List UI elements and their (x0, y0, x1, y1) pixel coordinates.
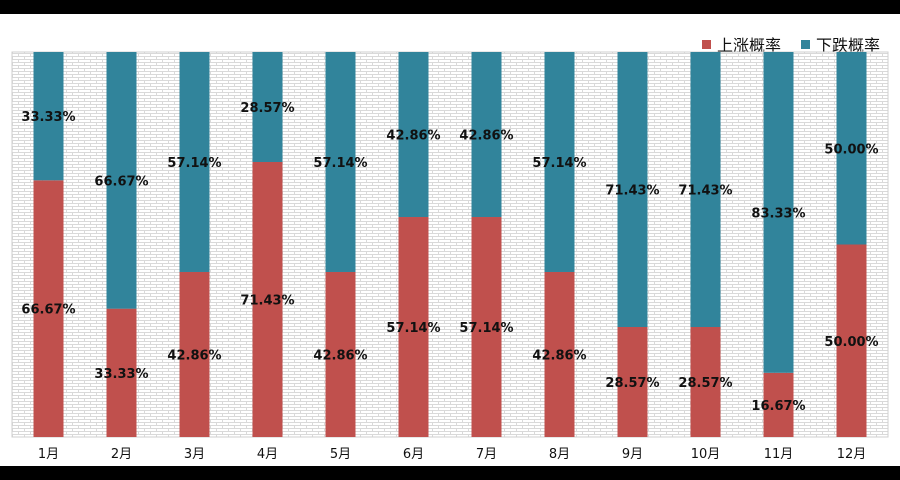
legend-item-down: 下跌概率 (800, 32, 880, 56)
stacked-bar-chart: 66.67% 33.33% 1月 33.33% 66.67% 2月 42.86% 57.14%… (11, 51, 889, 462)
bar-up-8 (544, 271, 575, 437)
data-label-up-5: 42.86% (313, 348, 367, 363)
legend-label-down: 下跌概率 (815, 36, 880, 55)
bar-up-3 (179, 271, 210, 437)
data-label-down-1: 33.33% (21, 110, 75, 125)
bar-down-9 (617, 52, 648, 328)
x-tick-label-1: 1月 (38, 447, 59, 462)
bar-down-1 (33, 52, 64, 181)
bar-up-5 (325, 271, 356, 437)
legend-swatch-up (701, 39, 711, 49)
data-label-up-4: 71.43% (240, 293, 294, 308)
bar-down-2 (106, 52, 137, 309)
legend: 上涨概率 下跌概率 (701, 32, 880, 56)
legend-swatch-down (800, 39, 810, 49)
data-label-down-5: 57.14% (313, 156, 367, 171)
x-tick-label-8: 8月 (549, 447, 570, 462)
bar-down-3 (179, 52, 210, 272)
bar-up-4 (252, 161, 283, 437)
data-label-up-3: 42.86% (167, 348, 221, 363)
data-label-up-6: 57.14% (386, 321, 440, 336)
x-tick-label-11: 11月 (764, 447, 794, 462)
bar-down-11 (763, 52, 794, 373)
x-tick-label-5: 5月 (330, 447, 351, 462)
data-label-down-7: 42.86% (459, 129, 513, 144)
bar-down-12 (836, 52, 867, 245)
data-label-down-6: 42.86% (386, 129, 440, 144)
data-label-down-4: 28.57% (240, 101, 294, 116)
bar-down-6 (398, 52, 429, 218)
data-label-down-8: 57.14% (532, 156, 586, 171)
data-label-down-12: 50.00% (824, 142, 878, 157)
x-tick-label-7: 7月 (476, 447, 497, 462)
bar-down-4 (252, 52, 283, 162)
x-tick-label-3: 3月 (184, 447, 205, 462)
bar-down-5 (325, 52, 356, 272)
x-tick-label-12: 12月 (837, 447, 867, 462)
bar-up-1 (33, 180, 64, 437)
bar-down-8 (544, 52, 575, 272)
data-label-up-7: 57.14% (459, 321, 513, 336)
bar-up-2 (106, 308, 137, 437)
data-label-down-9: 71.43% (605, 184, 659, 199)
x-tick-label-4: 4月 (257, 447, 278, 462)
x-tick-label-10: 10月 (691, 447, 721, 462)
data-label-up-10: 28.57% (678, 376, 732, 391)
legend-item-up: 上涨概率 (701, 32, 781, 56)
data-label-down-3: 57.14% (167, 156, 221, 171)
bar-up-9 (617, 327, 648, 437)
bar-down-7 (471, 52, 502, 218)
data-label-up-11: 16.67% (751, 399, 805, 414)
bar-up-10 (690, 327, 721, 437)
data-label-up-1: 66.67% (21, 303, 75, 318)
bar-up-12 (836, 244, 867, 437)
bar-up-7 (471, 217, 502, 437)
x-tick-label-6: 6月 (403, 447, 424, 462)
data-label-up-2: 33.33% (94, 367, 148, 382)
x-tick-label-2: 2月 (111, 447, 132, 462)
data-label-down-10: 71.43% (678, 184, 732, 199)
data-label-up-9: 28.57% (605, 376, 659, 391)
data-label-down-2: 66.67% (94, 174, 148, 189)
x-tick-label-9: 9月 (622, 447, 643, 462)
data-label-down-11: 83.33% (751, 206, 805, 221)
data-label-up-12: 50.00% (824, 335, 878, 350)
data-label-up-8: 42.86% (532, 348, 586, 363)
legend-label-up: 上涨概率 (716, 36, 781, 55)
bar-up-11 (763, 372, 794, 437)
bar-down-10 (690, 52, 721, 328)
plot-area (11, 51, 889, 438)
bar-up-6 (398, 217, 429, 437)
chart-card: 上涨概率 下跌概率 66.67% 33.33% 1月 33.33% 66.67% 2月 42… (0, 14, 900, 466)
